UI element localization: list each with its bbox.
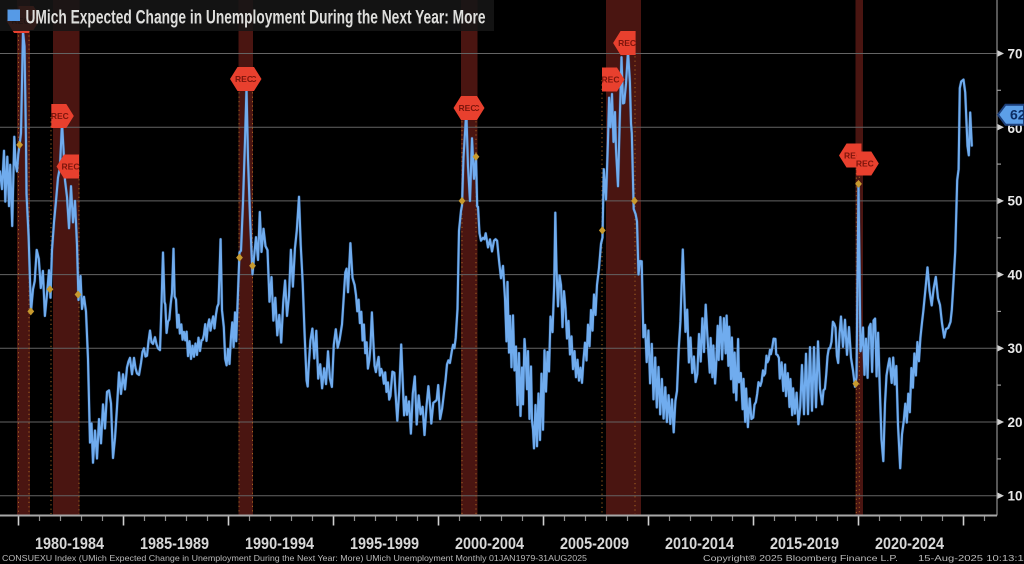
svg-text:62: 62: [1010, 107, 1024, 123]
svg-text:1990-1994: 1990-1994: [245, 534, 314, 553]
svg-text:2000-2004: 2000-2004: [455, 534, 524, 553]
svg-text:1985-1989: 1985-1989: [140, 534, 209, 553]
svg-text:20: 20: [1008, 415, 1023, 430]
svg-text:2020-2024: 2020-2024: [875, 534, 944, 553]
svg-text:CONSUEXU Index (UMich Expected: CONSUEXU Index (UMich Expected Change in…: [2, 553, 587, 563]
svg-text:40: 40: [1008, 267, 1023, 282]
svg-text:10: 10: [1008, 489, 1023, 504]
svg-text:2005-2009: 2005-2009: [560, 534, 629, 553]
svg-text:REC: REC: [459, 103, 477, 113]
svg-text:2015-2019: 2015-2019: [770, 534, 839, 553]
svg-text:2010-2014: 2010-2014: [665, 534, 734, 553]
svg-text:15-Aug-2025 10:13:17: 15-Aug-2025 10:13:17: [918, 553, 1024, 563]
svg-text:Copyright® 2025 Bloomberg Fina: Copyright® 2025 Bloomberg Finance L.P.: [703, 553, 898, 563]
svg-text:REC: REC: [618, 38, 636, 48]
svg-text:50: 50: [1008, 194, 1023, 209]
svg-text:UMich Expected Change in Unemp: UMich Expected Change in Unemployment Du…: [26, 8, 486, 29]
svg-text:REC: REC: [51, 111, 69, 121]
svg-text:REC: REC: [602, 75, 620, 85]
svg-text:REC: REC: [844, 151, 862, 161]
svg-text:1980-1984: 1980-1984: [35, 534, 104, 553]
svg-text:REC: REC: [235, 74, 253, 84]
svg-text:REC: REC: [856, 159, 874, 169]
svg-text:1995-1999: 1995-1999: [350, 534, 419, 553]
svg-text:30: 30: [1008, 341, 1023, 356]
svg-text:70: 70: [1008, 46, 1023, 61]
svg-text:REC: REC: [62, 162, 80, 172]
